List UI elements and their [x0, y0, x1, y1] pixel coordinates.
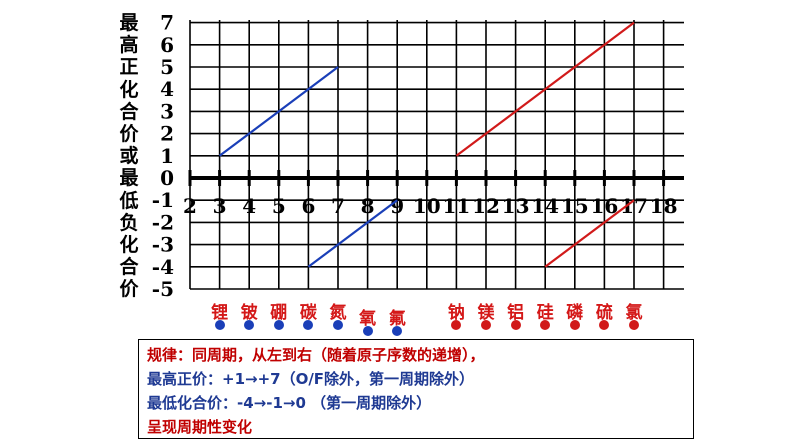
y-axis-label-char: 化 [119, 234, 139, 256]
valence-chart: 2 3 4 5 6 7 8 9 10 11 12 13 14 15 16 17 1876543210-1-2-3… [152, 11, 684, 301]
x-tick-label: 3 [213, 194, 227, 218]
element-dot [333, 320, 343, 330]
x-tick-label: 5 [272, 194, 286, 218]
x-tick-label: 9 [390, 194, 404, 218]
element-label: 氧 [359, 309, 377, 329]
y-tick-label: 4 [160, 77, 174, 101]
element-label: 钠 [447, 303, 465, 323]
element-dot [362, 326, 373, 336]
element-label: 锂 [211, 303, 229, 323]
y-tick-label: 2 [160, 122, 174, 146]
y-axis-label-char: 价 [119, 278, 139, 301]
element-dot [392, 326, 403, 336]
y-tick-label: -5 [152, 277, 174, 301]
y-tick-label: 6 [160, 33, 174, 57]
element-label: 硫 [595, 303, 613, 323]
y-tick-label: 3 [160, 99, 174, 123]
rule-line-2: 最高正价：+1→+7（O/F除外，第一周期除外） [147, 370, 475, 388]
element-dot [599, 320, 610, 330]
x-tick-label: 15 [561, 194, 589, 218]
element-label: 氮 [329, 303, 347, 323]
y-tick-label: -1 [152, 188, 174, 212]
rule-line-1: 规律：同周期，从左到右（随着原子序数的递增）， [147, 346, 485, 364]
y-axis-label-char: 合 [119, 100, 139, 123]
x-tick-label: 2 [183, 194, 197, 218]
element-dot [540, 320, 551, 330]
rule-box: 规律：同周期，从左到右（随着原子序数的递增）， 最高正价：+1→+7（O/F除外… [138, 339, 694, 439]
element-dot [510, 320, 521, 330]
y-tick-label: 1 [160, 144, 174, 168]
x-tick-label: 12 [472, 194, 500, 218]
element-label: 硅 [536, 303, 554, 323]
rule-line-3: 最低化合价：-4→-1→0 （第一周期除外） [147, 394, 432, 412]
element-label: 氯 [625, 303, 643, 323]
x-tick-label: 4 [242, 194, 256, 218]
y-axis-label-char: 合 [119, 256, 139, 279]
x-tick-label: 10 [413, 194, 441, 218]
y-axis-label-char: 最 [119, 167, 139, 190]
y-axis-label-char: 价 [119, 123, 139, 145]
element-dot [451, 320, 462, 330]
y-axis-label-char: 最 [119, 12, 139, 34]
y-tick-label: -4 [152, 255, 174, 279]
series-line-1 [218, 66, 339, 157]
series-line-2 [307, 199, 398, 268]
y-axis-label-char: 化 [119, 78, 139, 101]
y-tick-label: 0 [160, 166, 174, 190]
element-label: 铝 [507, 303, 525, 323]
element-label: 铍 [240, 303, 258, 323]
y-tick-label: -3 [152, 233, 174, 257]
y-axis-label-char: 低 [119, 189, 139, 212]
y-tick-label: -2 [152, 210, 174, 234]
element-label: 磷 [566, 303, 584, 323]
element-dot [273, 320, 284, 330]
x-tick-label: 7 [331, 194, 345, 218]
element-dot [214, 320, 225, 330]
series-line-3 [455, 21, 635, 157]
element-label: 硼 [270, 303, 288, 323]
element-label: 镁 [477, 303, 495, 323]
y-axis-label-char: 正 [119, 56, 139, 79]
element-dot [481, 320, 491, 330]
x-tick-label: 6 [301, 194, 315, 218]
element-dot [303, 320, 314, 330]
x-tick-label: 17 [620, 194, 648, 218]
y-axis-label-char: 负 [119, 211, 139, 234]
rule-line-4: 呈现周期性变化 [147, 418, 253, 436]
series-line-4 [544, 199, 635, 268]
x-tick-label: 18 [650, 194, 678, 218]
element-dot [569, 320, 580, 330]
x-tick-label: 8 [361, 194, 375, 218]
element-label: 氟 [388, 309, 406, 329]
y-tick-label: 5 [160, 55, 174, 79]
x-tick-label: 16 [590, 194, 618, 218]
x-tick-label: 11 [442, 194, 470, 218]
element-dot [629, 320, 639, 330]
y-axis-label-char: 或 [119, 145, 139, 168]
element-dot [244, 320, 255, 330]
y-tick-label: 7 [160, 11, 174, 35]
x-tick-label: 14 [531, 194, 559, 218]
y-axis-label-char: 高 [119, 34, 139, 57]
element-label: 碳 [299, 303, 317, 323]
x-tick-label: 13 [502, 194, 530, 218]
